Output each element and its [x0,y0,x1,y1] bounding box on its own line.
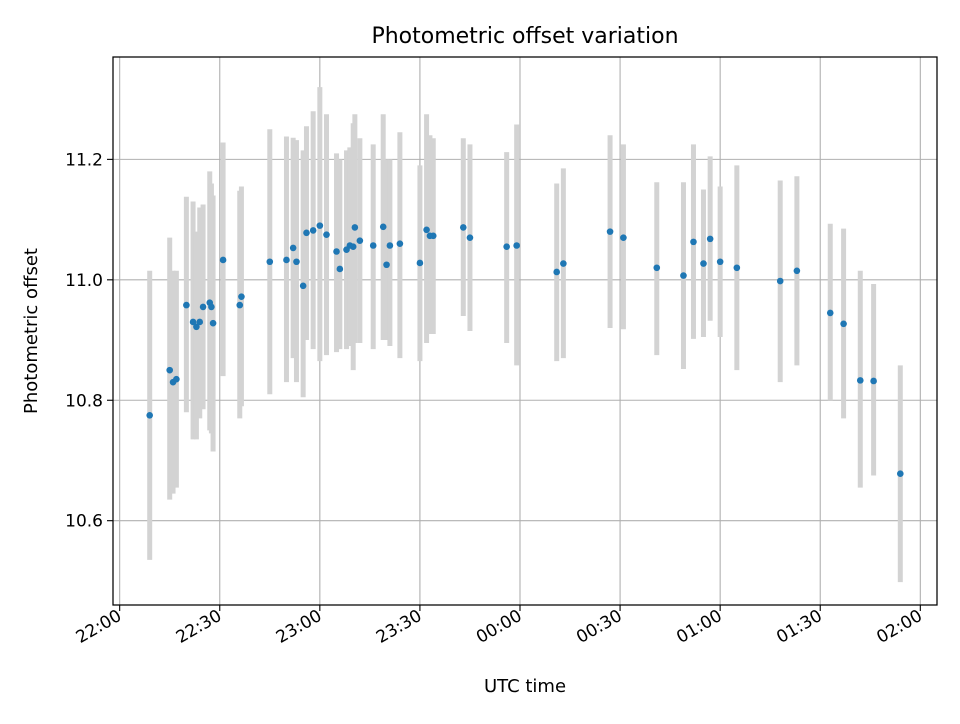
data-point [196,318,204,326]
data-point [466,234,474,241]
data-point [396,240,404,247]
data-point [733,264,741,272]
data-point [700,260,707,267]
data-point [513,242,520,249]
data-point [503,243,510,250]
x-axis-label: UTC time [484,676,566,697]
data-points [146,222,904,478]
data-point [293,258,300,266]
data-point [236,301,244,309]
x-tick-label: 01:30 [773,606,825,648]
data-point [349,243,357,250]
y-tick-label: 10.8 [65,391,103,411]
data-point [897,470,904,478]
x-tick-label: 00:30 [573,606,625,648]
data-point [323,231,330,238]
data-point [383,261,390,269]
data-point [189,318,197,326]
data-point [620,234,627,241]
data-point [386,242,394,249]
y-axis-ticks: 10.6 10.8 11.0 11.2 [65,150,113,532]
x-tick-label: 00:00 [473,606,525,648]
plot-frame [112,56,938,606]
data-point [193,323,200,331]
data-point [333,248,340,255]
data-point [690,238,697,246]
data-point [459,224,467,231]
data-point [208,303,215,311]
data-point [369,242,377,249]
data-point [238,293,245,300]
data-point [826,309,834,317]
data-point [416,259,424,267]
data-point [423,226,430,234]
chart-title: Photometric offset variation [371,24,678,49]
data-point [146,412,153,419]
data-point [706,235,714,243]
data-point [716,258,724,266]
data-point [289,244,297,252]
data-point [606,228,614,235]
data-point [870,377,877,385]
data-point [173,375,180,383]
data-point [553,268,560,276]
y-tick-label: 10.6 [65,512,103,532]
data-point [776,277,784,285]
data-point [266,258,274,266]
data-point [793,267,801,275]
data-point [219,256,227,264]
y-tick-label: 11.0 [65,271,103,291]
data-point [856,377,864,384]
x-tick-label: 23:30 [373,606,425,648]
data-point [680,272,687,279]
data-point [299,282,307,290]
data-point [356,237,364,244]
data-point [303,229,310,237]
grid [113,57,937,605]
x-tick-label: 02:00 [873,606,925,648]
data-point [336,265,344,273]
errorbars [147,87,903,583]
data-point [653,264,661,272]
data-point [840,320,847,328]
data-point [209,319,217,327]
x-tick-label: 01:00 [673,606,725,648]
data-point [351,224,359,231]
data-point [316,222,324,229]
data-point [183,301,190,309]
data-point [199,303,207,311]
x-tick-label: 22:30 [173,606,225,648]
y-axis-label: Photometric offset [21,248,42,414]
x-tick-label: 22:00 [73,606,125,648]
data-point [166,366,174,374]
x-axis-ticks: 22:00 22:30 23:00 23:30 00:00 00:30 01:00 01:30… [73,605,926,648]
x-tick-label: 23:00 [273,606,325,648]
y-tick-label: 11.2 [65,150,103,170]
data-point [560,260,567,267]
data-point [283,256,290,264]
data-point [379,223,387,231]
data-point [309,227,317,234]
data-point [429,232,437,240]
